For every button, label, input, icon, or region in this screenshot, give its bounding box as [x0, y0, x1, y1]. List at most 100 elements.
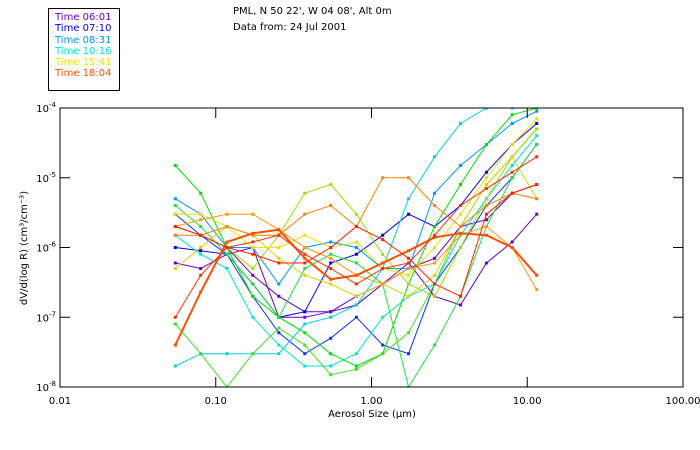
- data-point: [510, 142, 514, 146]
- data-point: [407, 212, 411, 216]
- data-point: [199, 218, 203, 222]
- data-point: [354, 261, 358, 265]
- y-tick-label: 10-6: [36, 241, 56, 255]
- data-point: [277, 233, 281, 237]
- data-point: [433, 155, 437, 159]
- data-point: [225, 225, 229, 229]
- data-point: [407, 385, 411, 387]
- data-point: [251, 294, 255, 298]
- data-point: [381, 252, 385, 256]
- data-point: [173, 225, 177, 229]
- data-point: [173, 315, 177, 319]
- data-point: [225, 352, 229, 356]
- data-point: [433, 256, 437, 260]
- data-point: [225, 246, 229, 249]
- data-point: [459, 303, 463, 307]
- data-point: [173, 197, 177, 201]
- data-point: [459, 225, 463, 229]
- data-point: [303, 331, 307, 335]
- chart-title-block: PML, N 50 22', W 04 08', Alt 0m Data fro…: [233, 4, 392, 36]
- series-15: [173, 228, 539, 347]
- data-point: [173, 233, 177, 237]
- data-point: [251, 246, 255, 249]
- data-point: [484, 142, 488, 146]
- data-point: [277, 326, 281, 330]
- data-point: [433, 204, 437, 208]
- x-tick-label: 100.00: [666, 396, 700, 407]
- data-point: [484, 212, 488, 216]
- data-point: [381, 315, 385, 319]
- data-point: [329, 252, 333, 256]
- x-tick-label: 1.00: [360, 396, 382, 407]
- data-point: [535, 212, 539, 216]
- data-point: [484, 108, 488, 110]
- data-point: [277, 331, 281, 335]
- data-point: [381, 238, 385, 242]
- data-point: [303, 315, 307, 319]
- data-point: [277, 246, 281, 249]
- data-point: [329, 310, 333, 314]
- data-point: [381, 233, 385, 237]
- legend-entry: Time 10:16: [55, 45, 112, 57]
- data-point: [354, 352, 358, 356]
- data-point: [329, 266, 333, 270]
- series-4: [173, 109, 539, 286]
- data-point: [329, 256, 333, 260]
- data-point: [484, 187, 488, 191]
- data-point: [407, 176, 411, 180]
- data-point: [484, 261, 488, 265]
- data-point: [407, 256, 411, 260]
- data-point: [407, 294, 411, 298]
- data-point: [303, 212, 307, 216]
- data-point: [535, 117, 539, 121]
- data-point: [459, 163, 463, 167]
- data-point: [173, 246, 177, 249]
- data-point: [199, 233, 203, 237]
- data-point: [303, 191, 307, 195]
- data-point: [535, 287, 539, 291]
- data-point: [225, 252, 229, 256]
- series-7: [173, 108, 539, 368]
- data-point: [303, 322, 307, 326]
- data-point: [199, 252, 203, 256]
- data-point: [433, 261, 437, 265]
- data-point: [535, 197, 539, 201]
- data-point: [303, 352, 307, 356]
- data-point: [433, 233, 437, 237]
- y-tick-label: 10-8: [36, 380, 56, 394]
- data-point: [459, 121, 463, 125]
- series-group: [173, 108, 539, 387]
- data-point: [510, 246, 514, 249]
- data-point: [251, 231, 255, 235]
- data-point: [484, 218, 488, 222]
- data-point: [407, 266, 411, 270]
- data-point: [510, 163, 514, 167]
- data-point: [303, 266, 307, 270]
- data-point: [303, 310, 307, 314]
- data-point: [433, 343, 437, 347]
- x-tick-label: 0.10: [205, 396, 227, 407]
- data-point: [173, 322, 177, 326]
- data-point: [329, 240, 333, 244]
- data-point: [510, 113, 514, 117]
- data-point: [535, 121, 539, 125]
- series-8: [173, 142, 539, 387]
- data-point: [459, 212, 463, 216]
- data-point: [329, 352, 333, 356]
- data-point: [535, 183, 539, 187]
- data-point: [303, 343, 307, 347]
- data-point: [433, 235, 437, 239]
- data-point: [510, 240, 514, 244]
- data-point: [433, 246, 437, 249]
- data-point: [510, 108, 514, 110]
- legend-entry: Time 15:41: [55, 57, 112, 69]
- data-point: [173, 266, 177, 270]
- data-point: [329, 315, 333, 319]
- data-point: [484, 176, 488, 180]
- data-point: [199, 352, 203, 356]
- data-point: [535, 108, 539, 110]
- data-point: [510, 191, 514, 195]
- data-point: [510, 170, 514, 174]
- data-point: [251, 240, 255, 244]
